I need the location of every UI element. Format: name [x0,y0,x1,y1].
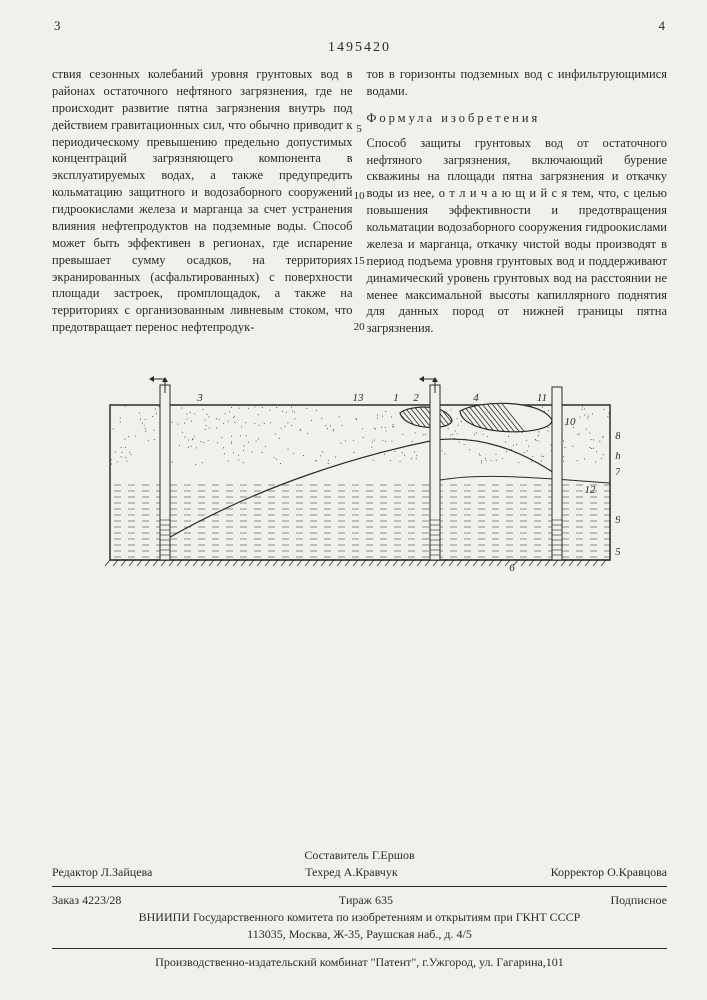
svg-text:8: 8 [615,430,620,442]
figure-container: 31312411108h712956 [52,365,667,575]
left-column: ствия сезонных колебаний уровня грунтовы… [52,66,353,337]
order-value: 4223/28 [82,893,121,907]
tirazh-value: 635 [375,893,393,907]
order-label: Заказ [52,893,79,907]
press-line: Производственно-издательский комбинат "П… [52,955,667,970]
svg-text:1: 1 [393,392,399,404]
svg-text:11: 11 [536,392,546,404]
svg-text:3: 3 [196,392,203,404]
svg-text:5: 5 [615,546,620,558]
svg-text:9: 9 [615,514,620,526]
corrector-name: О.Кравцова [607,865,667,879]
svg-text:6: 6 [509,562,515,574]
composer-line: Составитель Г.Ершов [52,848,667,863]
divider [52,886,667,887]
line-number: 5 [351,122,367,137]
techred-cell: Техред А.Кравчук [305,865,397,880]
subscription: Подписное [610,893,667,908]
svg-text:7: 7 [615,466,620,478]
editor-label: Редактор [52,865,98,879]
svg-text:10: 10 [564,416,576,428]
line-number: 15 [351,254,367,269]
svg-text:12: 12 [584,484,596,496]
right-paragraph-top: тов в горизонты подземных вод с инфильтр… [367,67,668,98]
composer-name: Г.Ершов [372,848,415,862]
editor-name: Л.Зайцева [101,865,152,879]
svg-text:13: 13 [352,392,364,404]
editor-row: Редактор Л.Зайцева Техред А.Кравчук Корр… [52,865,667,880]
formula-title: Формула изобретения [367,110,668,127]
editor-cell: Редактор Л.Зайцева [52,865,152,880]
page-number-right: 4 [659,18,666,34]
right-column: тов в горизонты подземных вод с инфильтр… [367,66,668,337]
page-number-row: 3 4 [52,18,667,34]
order-row: Заказ 4223/28 Тираж 635 Подписное [52,893,667,908]
tirazh-cell: Тираж 635 [339,893,393,908]
formula-paragraph: Способ защиты грунтовых вод от остаточно… [367,136,668,336]
svg-text:4: 4 [473,392,479,404]
page: 3 4 1495420 ствия сезонных колебаний уро… [0,0,707,1000]
line-number: 10 [351,189,367,204]
line-number: 20 [351,320,367,335]
page-number-left: 3 [54,18,61,34]
svg-text:2: 2 [413,392,419,404]
tirazh-label: Тираж [339,893,372,907]
composer-label: Составитель [304,848,368,862]
corrector-cell: Корректор О.Кравцова [551,865,667,880]
text-columns: ствия сезонных колебаний уровня грунтовы… [52,66,667,337]
vniipi-line: ВНИИПИ Государственного комитета по изоб… [52,910,667,925]
left-paragraph: ствия сезонных колебаний уровня грунтовы… [52,67,353,334]
svg-text:h: h [615,450,620,462]
techred-name: А.Кравчук [344,865,398,879]
credits-block: Составитель Г.Ершов Редактор Л.Зайцева Т… [52,846,667,972]
order-cell: Заказ 4223/28 [52,893,121,908]
divider [52,948,667,949]
document-number: 1495420 [52,40,667,56]
address-line: 113035, Москва, Ж-35, Раушская наб., д. … [52,927,667,942]
corrector-label: Корректор [551,865,605,879]
techred-label: Техред [305,865,340,879]
cross-section-figure: 31312411108h712956 [100,365,620,575]
